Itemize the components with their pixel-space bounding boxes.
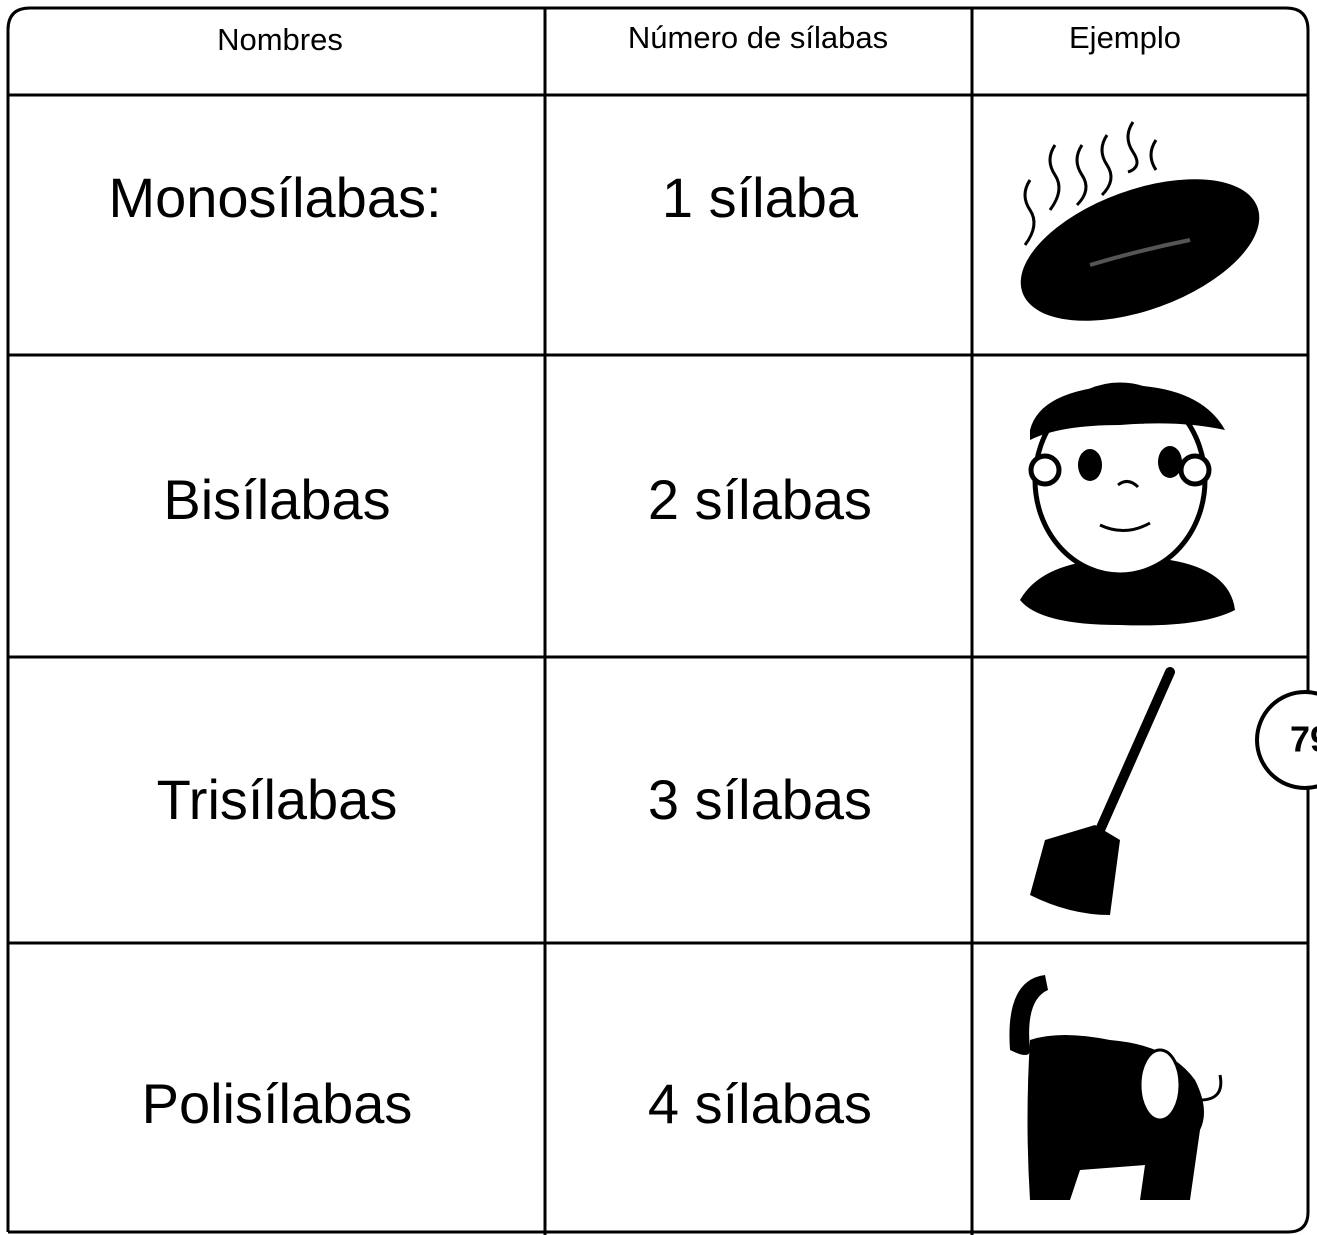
page-number-badge: 79 — [1255, 690, 1317, 790]
name-cell: Bisílabas — [163, 468, 390, 531]
bread-illustration — [1020, 121, 1260, 321]
elephant-illustration — [1009, 975, 1223, 1200]
name-cell: Monosílabas: — [108, 166, 441, 229]
syllables-cell: 3 sílabas — [648, 768, 872, 831]
header-cell: Nombres — [217, 22, 343, 57]
brush-illustration — [1030, 667, 1175, 915]
syllables-cell: 4 sílabas — [648, 1072, 872, 1135]
name-cell: Trisílabas — [157, 768, 398, 831]
syllables-cell: 1 sílaba — [662, 166, 859, 229]
header-cell: Número de sílabas — [628, 20, 888, 55]
name-cell: Polisílabas — [142, 1072, 413, 1135]
page-number: 79 — [1290, 719, 1317, 760]
header-cell: Ejemplo — [1069, 20, 1181, 55]
boy-illustration — [1020, 382, 1235, 626]
table-grid — [6, 6, 1310, 1235]
syllables-cell: 2 sílabas — [648, 468, 872, 531]
